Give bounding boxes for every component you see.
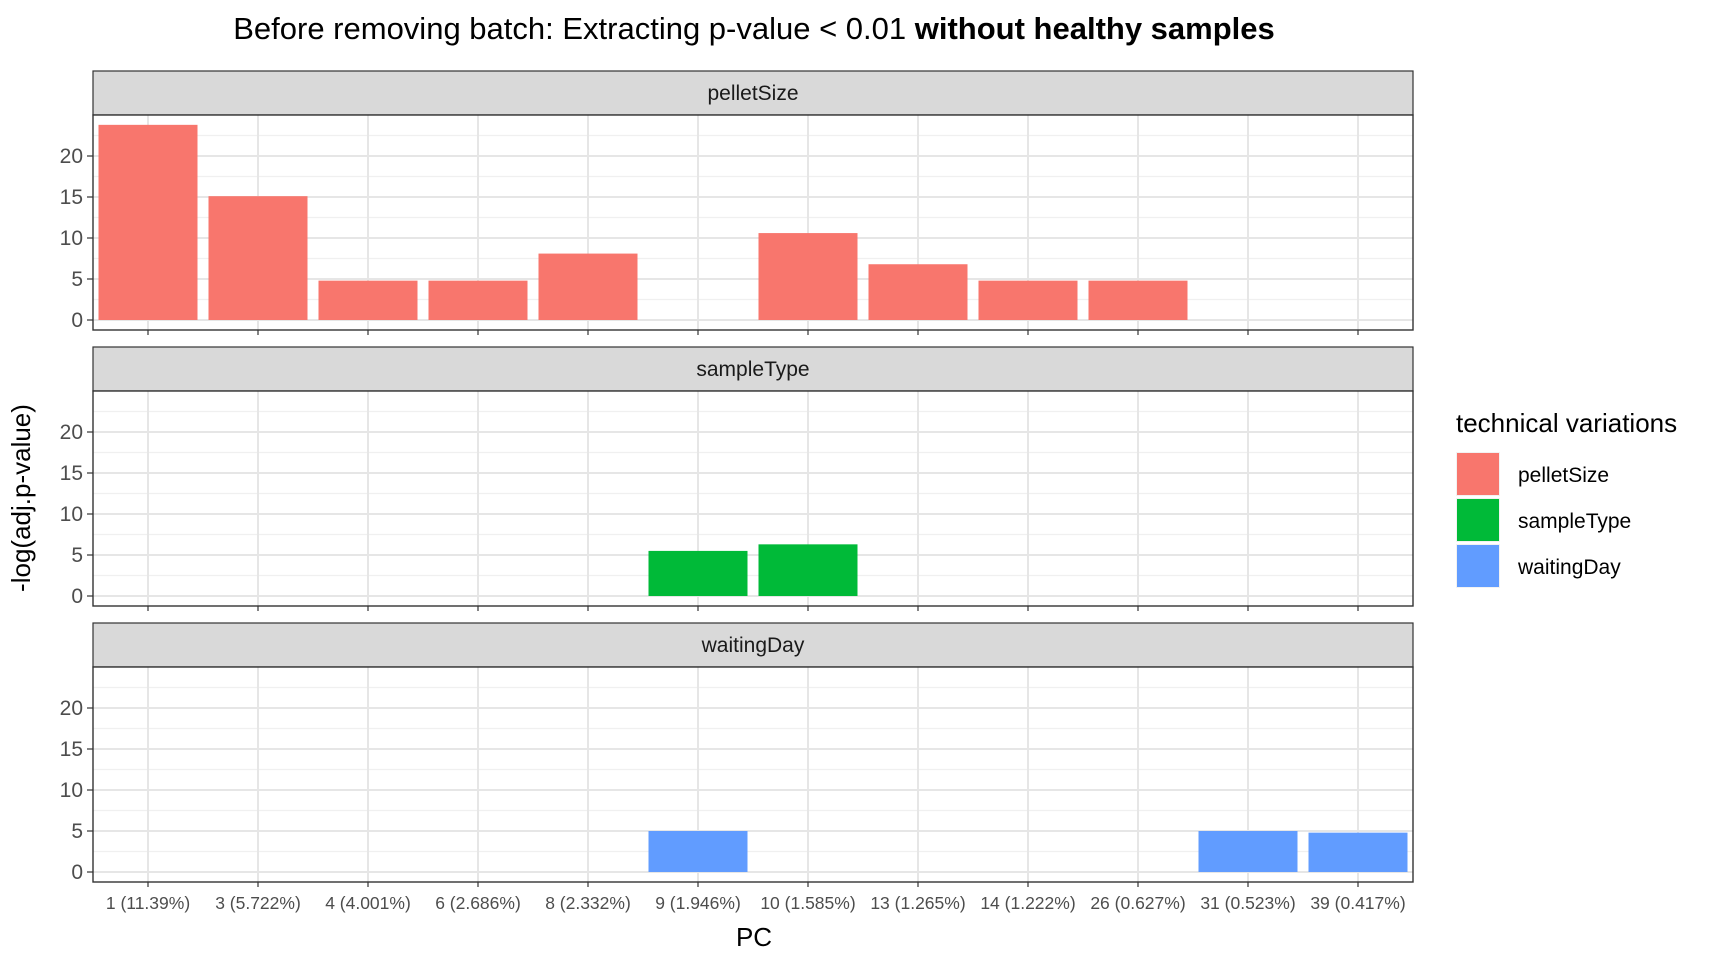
- y-tick-label: 20: [60, 697, 83, 720]
- bar-pelletSize-10: [1088, 280, 1188, 320]
- y-tick-label: 0: [71, 585, 83, 608]
- x-tick-label: 1 (11.39%): [106, 893, 190, 913]
- x-tick-label: 13 (1.265%): [870, 893, 965, 913]
- bar-waitingDay-6: [648, 831, 748, 872]
- y-tick-label: 5: [71, 820, 83, 843]
- panel-background: [93, 391, 1413, 606]
- x-tick-label: 3 (5.722%): [215, 893, 301, 913]
- bar-pelletSize-7: [758, 233, 858, 320]
- y-tick-label: 0: [71, 309, 83, 332]
- panel-border: [92, 114, 1414, 331]
- facet-strip-label: waitingDay: [701, 634, 805, 657]
- y-tick-label: 5: [71, 268, 83, 291]
- bar-waitingDay-11: [1198, 831, 1298, 872]
- legend-key-pelletSize: [1457, 453, 1499, 495]
- y-tick-label: 15: [60, 738, 83, 761]
- bar-pelletSize-1: [98, 124, 198, 320]
- panel-border: [92, 390, 1414, 607]
- facet-strip: [92, 70, 1414, 116]
- x-tick-label: 26 (0.627%): [1090, 893, 1185, 913]
- y-tick-label: 20: [60, 145, 83, 168]
- bar-pelletSize-2: [208, 196, 308, 320]
- x-tick-label: 9 (1.946%): [655, 893, 741, 913]
- y-tick-label: 15: [60, 186, 83, 209]
- legend-label-pelletSize: pelletSize: [1518, 464, 1609, 487]
- x-tick-label: 14 (1.222%): [980, 893, 1075, 913]
- y-tick-label: 10: [60, 503, 83, 526]
- panel-background: [93, 115, 1413, 330]
- chart-title-bold: without healthy samples: [914, 11, 1275, 46]
- legend: technical variations pelletSize sampleType…: [1456, 408, 1677, 588]
- x-tick-labels: 1 (11.39%) 3 (5.722%) 4 (4.001%) 6 (2.686%)…: [106, 893, 1406, 913]
- legend-key-sampleType: [1457, 499, 1499, 541]
- chart-title: Before removing batch: Extracting p-valu…: [233, 11, 1275, 46]
- bar-pelletSize-8: [868, 264, 968, 320]
- chart-title-main: Before removing batch: Extracting p-valu…: [233, 11, 915, 46]
- panel-border: [92, 666, 1414, 883]
- legend-label-waitingDay: waitingDay: [1517, 556, 1621, 579]
- facet-strip: [92, 346, 1414, 392]
- facet-sampleType: sampleType 0 5 10 15 20: [60, 346, 1414, 611]
- y-tick-label: 20: [60, 421, 83, 444]
- y-tick-label: 5: [71, 544, 83, 567]
- facet-waitingDay: waitingDay 0 5 10 15 20: [60, 622, 1414, 887]
- facet-strip-label: pelletSize: [707, 82, 798, 105]
- x-axis-title: PC: [736, 922, 772, 952]
- y-tick-label: 10: [60, 227, 83, 250]
- x-tick-label: 31 (0.523%): [1200, 893, 1295, 913]
- bar-pelletSize-3: [318, 280, 418, 320]
- legend-key-waitingDay: [1457, 545, 1499, 587]
- facet-strip-label: sampleType: [696, 358, 809, 381]
- bar-pelletSize-4: [428, 280, 528, 320]
- x-tick-label: 4 (4.001%): [325, 893, 411, 913]
- bar-sampleType-6: [648, 550, 748, 596]
- facet-pelletSize: pelletSize 0 5 10 15 20: [60, 70, 1414, 335]
- facet-panels: pelletSize05101520sampleType05101520wait…: [60, 70, 1414, 887]
- x-tick-label: 6 (2.686%): [435, 893, 521, 913]
- panel-background: [93, 667, 1413, 882]
- legend-title: technical variations: [1456, 408, 1677, 438]
- facet-strip: [92, 622, 1414, 668]
- y-tick-label: 0: [71, 861, 83, 884]
- bar-waitingDay-12: [1308, 832, 1408, 872]
- bar-sampleType-7: [758, 544, 858, 596]
- bar-pelletSize-5: [538, 253, 638, 320]
- y-tick-label: 10: [60, 779, 83, 802]
- x-tick-label: 8 (2.332%): [545, 893, 631, 913]
- legend-label-sampleType: sampleType: [1518, 510, 1631, 533]
- bar-pelletSize-9: [978, 280, 1078, 320]
- y-axis-title: -log(adj.p-value): [6, 404, 36, 592]
- x-tick-label: 39 (0.417%): [1310, 893, 1405, 913]
- y-tick-label: 15: [60, 462, 83, 485]
- x-tick-label: 10 (1.585%): [760, 893, 855, 913]
